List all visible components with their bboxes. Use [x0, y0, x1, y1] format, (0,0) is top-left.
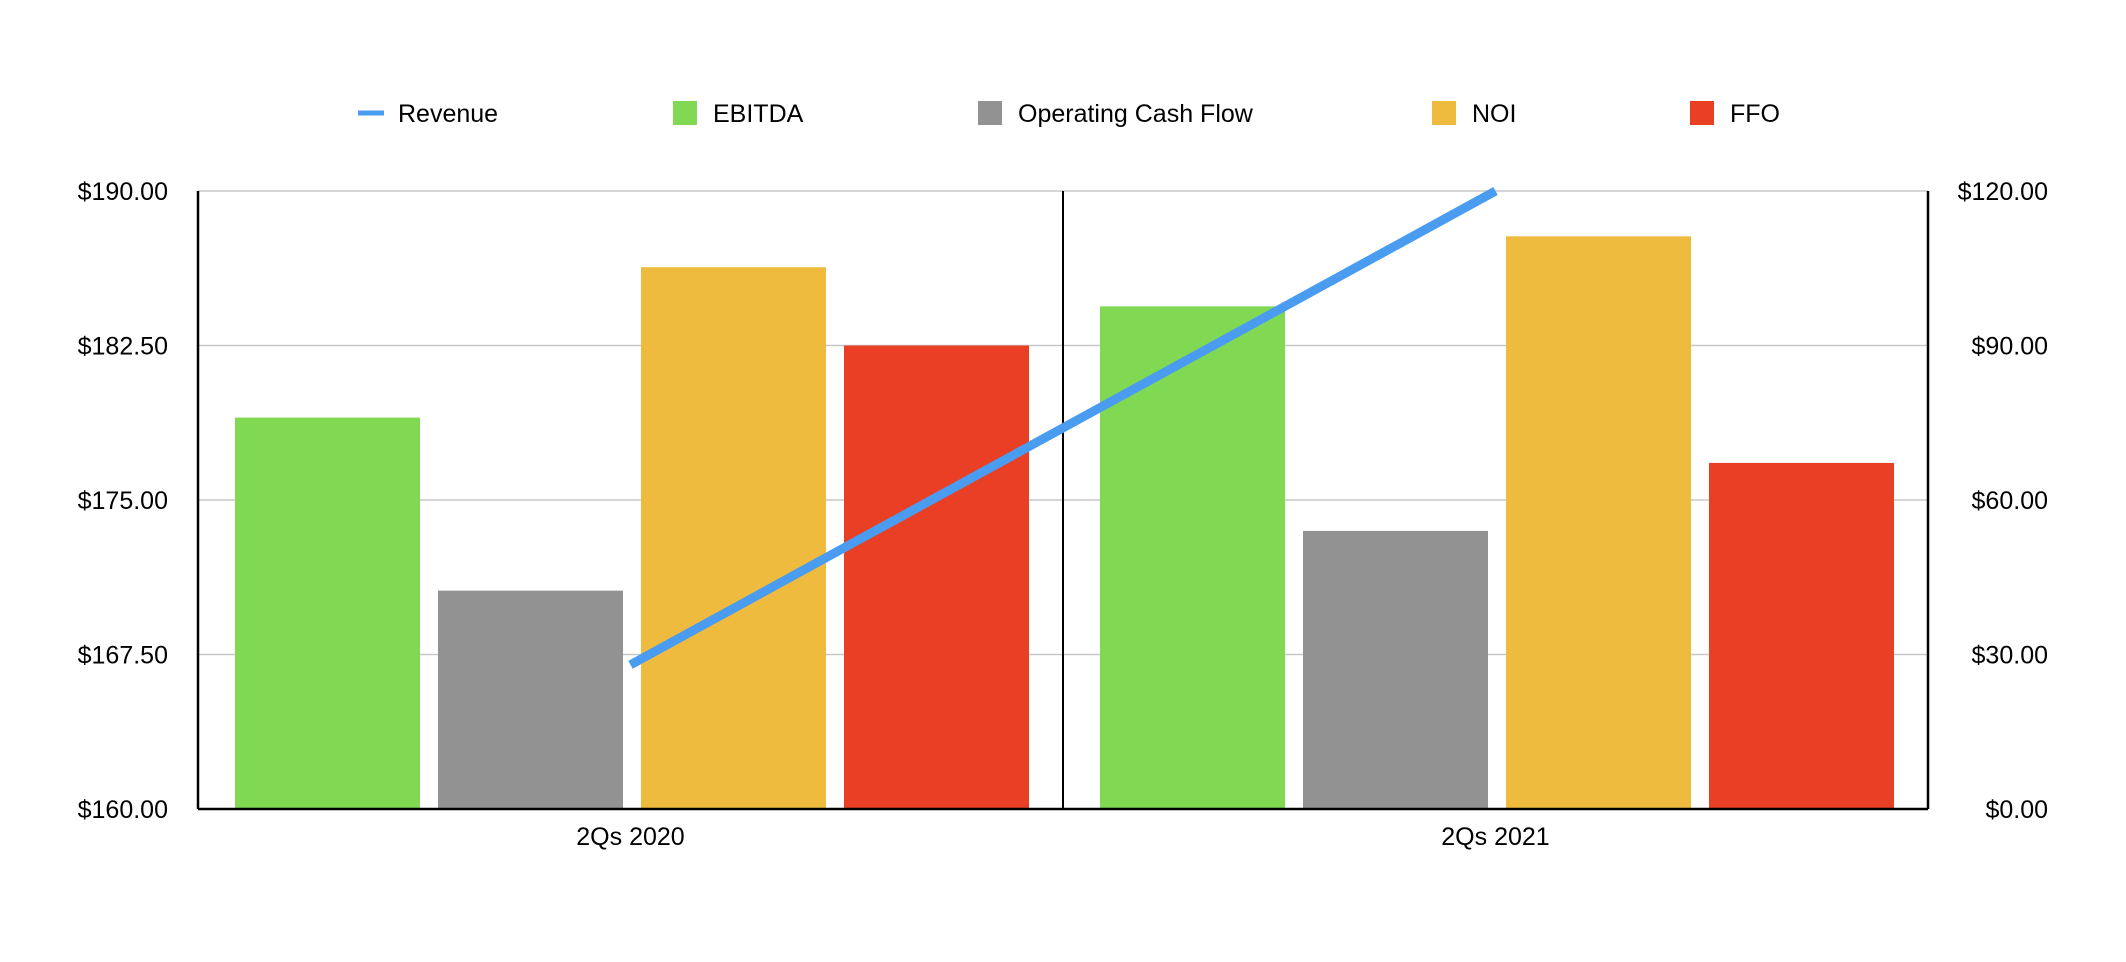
category-label: 2Qs 2020 — [576, 823, 684, 851]
right-tick-label: $90.00 — [1972, 333, 2048, 361]
line-revenue — [628, 187, 1498, 669]
legend-item-revenue: Revenue — [358, 100, 498, 128]
right-tick-label: $120.00 — [1958, 178, 2048, 206]
bar-noi-2qs-2021 — [1506, 236, 1691, 809]
legend-label: Revenue — [398, 100, 498, 128]
bar-ebitda-2qs-2021 — [1100, 306, 1285, 809]
axes — [196, 191, 1930, 811]
legend: Revenue EBITDA Operating Cash Flow NOI FFO — [358, 100, 1780, 128]
legend-item-ffo: FFO — [1690, 100, 1780, 128]
bar-operating-cash-flow-2qs-2021 — [1303, 530, 1488, 809]
bars — [235, 236, 1894, 810]
left-tick-label: $160.00 — [78, 796, 168, 824]
left-tick-label: $182.50 — [78, 333, 168, 361]
legend-swatch-operating-cash-flow — [978, 101, 1002, 125]
right-tick-label: $30.00 — [1972, 642, 2048, 670]
bar-noi-2qs-2020 — [641, 267, 826, 810]
left-tick-label: $167.50 — [78, 642, 168, 670]
legend-swatch-ebitda — [673, 101, 697, 125]
revenue-line — [628, 187, 1498, 669]
left-tick-label: $175.00 — [78, 487, 168, 515]
legend-swatch-ffo — [1690, 101, 1714, 125]
legend-item-noi: NOI — [1432, 100, 1516, 128]
right-tick-label: $0.00 — [1985, 796, 2048, 824]
legend-label: FFO — [1730, 100, 1780, 128]
legend-item-ebitda: EBITDA — [673, 100, 804, 128]
bar-ffo-2qs-2020 — [844, 345, 1029, 809]
axis-labels: $160.00 $167.50 $175.00 $182.50 $190.00 $0.00… — [78, 178, 2048, 851]
bar-ffo-2qs-2021 — [1709, 462, 1894, 809]
right-tick-label: $60.00 — [1972, 487, 2048, 515]
legend-label: Operating Cash Flow — [1018, 100, 1254, 128]
legend-item-operating-cash-flow: Operating Cash Flow — [978, 100, 1254, 128]
bar-operating-cash-flow-2qs-2020 — [438, 590, 623, 809]
category-label: 2Qs 2021 — [1441, 823, 1549, 851]
legend-label: NOI — [1472, 100, 1516, 128]
legend-label: EBITDA — [713, 100, 804, 128]
left-tick-label: $190.00 — [78, 178, 168, 206]
legend-swatch-noi — [1432, 101, 1456, 125]
bar-ebitda-2qs-2020 — [235, 417, 420, 809]
